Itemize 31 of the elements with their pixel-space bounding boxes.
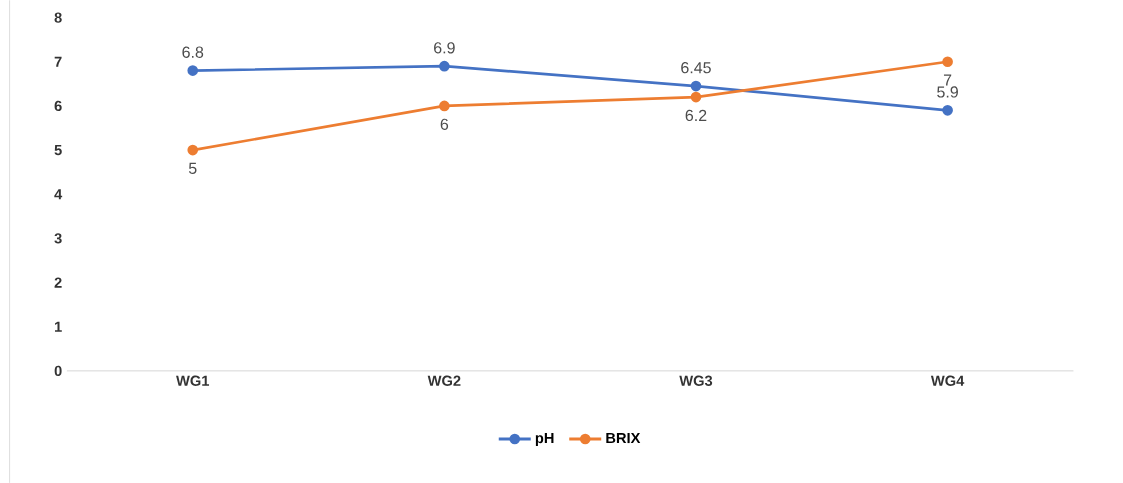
data-label: 6.9 [434,42,455,54]
y-tick-label: 1 [54,321,62,332]
point [187,144,199,156]
data-label: 7 [943,74,952,86]
y-tick-label: 8 [54,12,62,23]
data-label: 6 [440,118,449,130]
point [439,60,450,72]
legend-label: BRIX [606,432,641,444]
x-tick-label: WG2 [427,375,461,386]
point [439,100,450,112]
point [690,91,702,103]
y-tick-label: 5 [54,144,62,156]
point [942,56,953,68]
y-tick-label: 4 [54,189,63,200]
data-label: 6.45 [681,61,711,74]
y-tick-label: 7 [54,56,62,67]
point [187,65,199,76]
x-tick-label: WG4 [930,375,965,386]
data-label: 5 [188,162,197,174]
legend-label: pH [535,432,554,447]
y-tick-label: 6 [54,100,62,112]
x-tick-label: WG1 [176,375,210,386]
x-tick-label: WG3 [679,375,713,386]
point [690,80,702,92]
y-tick-label: 3 [54,233,62,244]
y-tick-label: 0 [54,365,62,377]
y-tick-label: 2 [54,277,62,288]
data-label: 6.2 [685,109,707,122]
data-label: 6.8 [182,46,204,58]
point [942,104,953,116]
data-label: 5.9 [937,86,958,98]
